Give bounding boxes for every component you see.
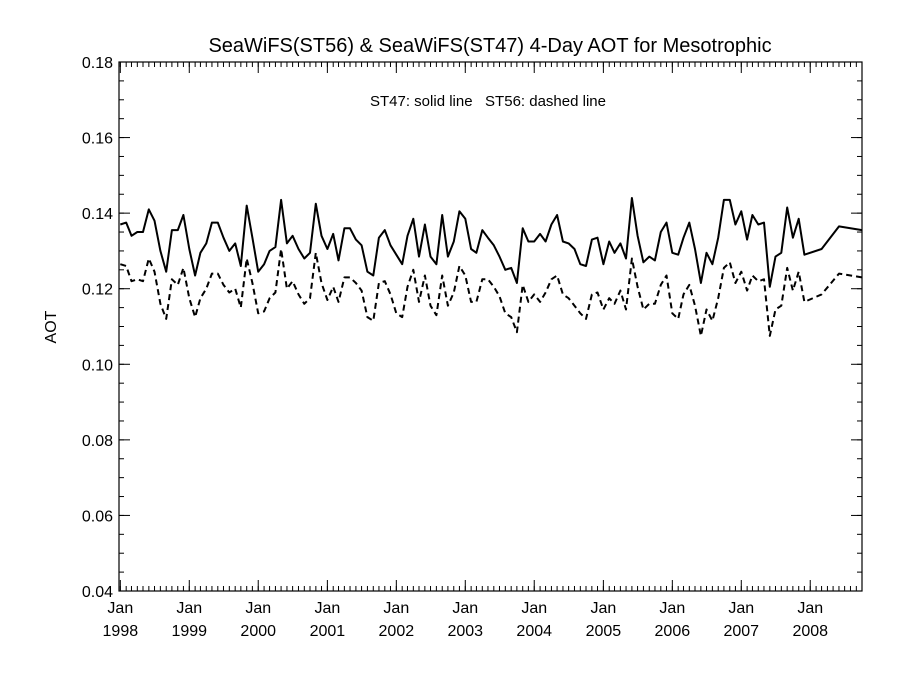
y-axis-label: AOT xyxy=(43,310,60,343)
x-tick-year-label: 2002 xyxy=(379,623,415,640)
y-tick-label: 0.12 xyxy=(82,282,113,299)
series-line-st56 xyxy=(120,248,863,337)
x-tick-year-label: 1998 xyxy=(103,623,139,640)
y-tick-label: 0.14 xyxy=(82,206,113,223)
x-tick-year-label: 2006 xyxy=(655,623,691,640)
x-tick-month-label: Jan xyxy=(107,600,133,617)
y-tick-label: 0.18 xyxy=(82,55,113,72)
series-line-st47 xyxy=(119,197,863,288)
y-tick-label: 0.10 xyxy=(82,357,113,374)
x-tick-month-label: Jan xyxy=(797,600,823,617)
x-tick-month-label: Jan xyxy=(521,600,547,617)
x-tick-month-label: Jan xyxy=(245,600,271,617)
y-tick-label: 0.06 xyxy=(82,508,113,525)
x-tick-year-label: 2005 xyxy=(586,623,622,640)
plot-area: 0.04 0.06 0.08 0.10 0.12 0.14 0.16 0.18 Jan 1998 J… xyxy=(82,55,863,640)
x-tick-month-label: Jan xyxy=(383,600,409,617)
x-tick-month-label: Jan xyxy=(176,600,202,617)
x-tick-year-label: 2004 xyxy=(516,623,552,640)
x-tick-month-label: Jan xyxy=(659,600,685,617)
y-tick-label: 0.08 xyxy=(82,433,113,450)
x-tick-month-label: Jan xyxy=(452,600,478,617)
x-tick-year-label: 2001 xyxy=(310,623,346,640)
x-tick-month-label: Jan xyxy=(590,600,616,617)
x-tick-year-label: 2007 xyxy=(723,623,759,640)
y-tick-label: 0.04 xyxy=(82,584,113,601)
x-tick-year-label: 2003 xyxy=(447,623,483,640)
line-style-legend: ST47: solid line ST56: dashed line xyxy=(370,93,606,110)
plot-frame xyxy=(118,61,863,592)
x-tick-month-label: Jan xyxy=(728,600,754,617)
x-tick-year-label: 2000 xyxy=(240,623,276,640)
y-tick-label: 0.16 xyxy=(82,131,113,148)
x-tick-year-label: 2008 xyxy=(792,623,828,640)
x-tick-month-label: Jan xyxy=(314,600,340,617)
x-tick-year-label: 1999 xyxy=(171,623,207,640)
chart-title: SeaWiFS(ST56) & SeaWiFS(ST47) 4-Day AOT … xyxy=(208,35,771,57)
